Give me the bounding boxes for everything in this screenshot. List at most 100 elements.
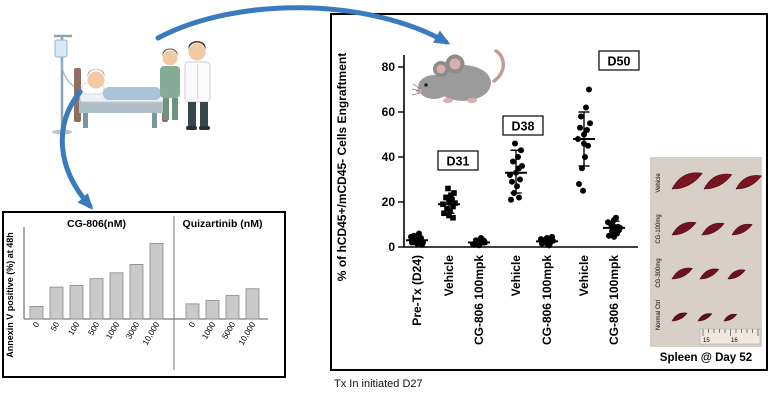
spleen-row-label: CG-300mg <box>656 258 662 287</box>
y-tick-label: 0 <box>388 240 395 254</box>
data-point <box>445 185 451 192</box>
data-point <box>605 219 611 226</box>
bar <box>149 242 164 320</box>
data-point <box>516 194 522 201</box>
scatter-group <box>505 140 527 203</box>
x-group-label: CG-806 100mpk <box>472 255 486 345</box>
bar-x-label: 3000 <box>124 320 141 341</box>
scatter-ylabel: % of hCD45+/mCD45- Cells Engraftment <box>335 53 349 281</box>
y-tick-label: 20 <box>382 195 396 209</box>
spleen-shape <box>701 222 725 236</box>
timepoint-label: D31 <box>447 155 470 169</box>
data-point <box>481 237 487 244</box>
scatter-group <box>536 233 558 249</box>
x-group-label: Pre-Tx (D24) <box>410 255 424 326</box>
scatter-group <box>468 235 490 249</box>
data-point <box>451 190 457 196</box>
bar-ylabel: Annexin V positive (%) at 48h <box>5 232 15 358</box>
ruler-number: 15 <box>703 338 710 344</box>
data-point <box>416 230 422 237</box>
spleen-shape <box>697 313 713 322</box>
data-point <box>577 124 583 131</box>
data-point <box>611 233 617 240</box>
bar <box>245 288 260 320</box>
x-group-label: CG-806 100mpk <box>540 255 554 345</box>
bar-x-label: 500 <box>87 320 102 337</box>
data-point <box>476 242 482 249</box>
data-point <box>587 120 593 127</box>
bar <box>225 295 240 320</box>
x-group-label: Vehicle <box>442 255 456 297</box>
data-point <box>511 190 517 196</box>
data-point <box>510 158 516 165</box>
spleen-caption: Spleen @ Day 52 <box>659 352 753 364</box>
data-point <box>419 241 425 248</box>
spleen-row-label: Normal Ctrl <box>656 300 662 330</box>
data-point <box>582 154 588 160</box>
spleen-row-label: CG-100mg <box>656 214 662 243</box>
ruler-number: 16 <box>731 338 738 344</box>
data-point <box>507 172 513 178</box>
y-tick-label: 80 <box>382 60 396 74</box>
spleen-shape <box>727 269 746 280</box>
bar-x-label: 10,000 <box>141 320 162 347</box>
data-point <box>440 201 446 208</box>
data-point <box>443 194 449 201</box>
data-point <box>512 140 518 147</box>
y-tick-label: 40 <box>382 150 396 164</box>
engraftment-scatter-chart: % of hCD45+/mCD45- Cells Engraftment 0 20 4… <box>335 50 640 345</box>
scatter-group <box>438 185 460 221</box>
lab-mouse-illustration <box>411 49 505 103</box>
data-point <box>414 240 420 247</box>
x-group-label: Vehicle <box>509 255 523 297</box>
engraftment-panel: % of hCD45+/mCD45- Cells Engraftment 0 20 4… <box>330 13 768 371</box>
timepoint-box <box>502 115 544 136</box>
data-point <box>583 104 589 111</box>
spleen-photo-panel: Vehicle CG-100mg CG-300mg Normal Ctrl 15 16 <box>650 157 762 347</box>
bar <box>29 306 44 320</box>
spleen-shape <box>671 312 688 322</box>
data-point <box>579 165 585 172</box>
data-point <box>450 203 456 210</box>
spleen-shape <box>735 175 762 190</box>
bar-x-label: 0 <box>187 320 197 329</box>
data-point <box>576 181 582 187</box>
data-point <box>549 233 555 240</box>
spleen-shape <box>699 268 720 280</box>
spleen-shape <box>723 313 738 322</box>
data-point <box>581 140 587 147</box>
data-point <box>446 199 452 205</box>
x-group-label: Vehicle <box>577 255 591 297</box>
data-point <box>452 200 458 206</box>
data-point <box>538 236 544 243</box>
data-point <box>581 131 587 138</box>
timepoint-label: D38 <box>512 120 535 134</box>
data-point <box>408 233 414 240</box>
timepoint-label: D50 <box>608 55 631 69</box>
ruler: 15 16 <box>699 328 761 345</box>
bar-x-label: 50 <box>49 320 62 333</box>
data-point <box>580 187 586 194</box>
x-group-label: CG-806 100mpk <box>607 255 621 345</box>
bar <box>49 286 64 320</box>
scatter-group <box>406 230 428 248</box>
data-point <box>441 210 447 217</box>
bar <box>205 300 220 320</box>
spleen-row-label: Vehicle <box>656 173 662 193</box>
scatter-group <box>573 86 595 194</box>
timepoint-box <box>598 50 640 71</box>
patient-bedside-illustration <box>52 34 211 135</box>
data-point <box>513 169 519 176</box>
bar-group-header: CG-806(nM) <box>67 218 126 230</box>
timepoint-box <box>437 150 479 171</box>
data-point <box>610 222 616 229</box>
spleen-shape <box>671 221 697 236</box>
data-point <box>449 196 455 203</box>
bar-group-header: Quizartinib (nM) <box>183 218 263 230</box>
data-point <box>448 192 454 199</box>
data-point <box>575 136 581 142</box>
bar-x-label: 100 <box>67 320 82 337</box>
data-point <box>518 147 524 154</box>
